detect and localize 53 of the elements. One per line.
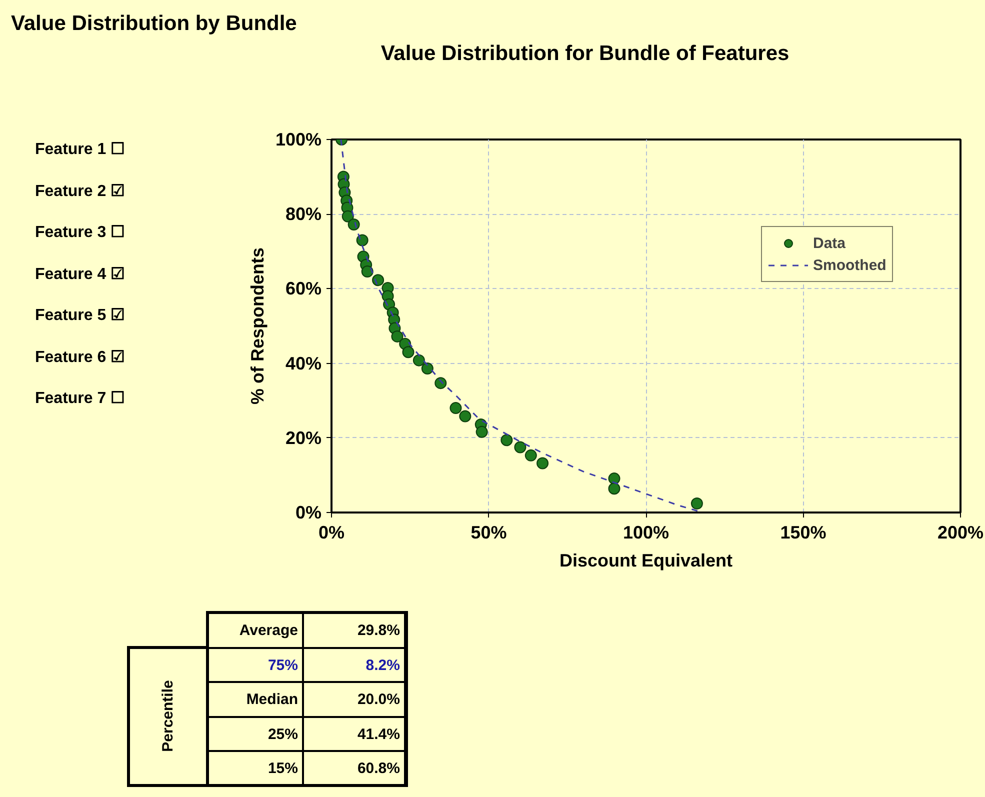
text: Feature 6 ☑ — [35, 348, 125, 368]
point — [690, 498, 703, 510]
x-axis-title: Discount Equivalent — [559, 550, 733, 570]
text: 29.8% — [303, 613, 405, 648]
point — [412, 354, 425, 366]
y-tick-label: 100% — [275, 130, 322, 150]
text: Feature 3 ☐ — [35, 223, 125, 243]
x-tick-label: 150% — [780, 522, 826, 542]
point — [361, 266, 374, 278]
point — [391, 330, 404, 342]
text: 41.4% — [303, 716, 405, 751]
legend-label: Data — [813, 234, 846, 252]
text: Feature 5 ☑ — [35, 306, 125, 326]
y-tick-label: 0% — [295, 502, 322, 522]
x-tick-label: 50% — [470, 522, 507, 542]
text: Feature 1 ☐ — [35, 140, 125, 160]
point — [608, 482, 620, 495]
point — [524, 449, 537, 462]
point — [434, 377, 447, 390]
text: 60.8% — [303, 751, 405, 786]
y-tick-label: 40% — [285, 353, 322, 374]
text: Average — [208, 613, 303, 648]
point — [514, 441, 526, 454]
chart-subtitle: Value Distribution for Bundle of Features — [380, 41, 790, 67]
y-axis-title: % of Respondents — [247, 247, 268, 405]
y-tick-label: 80% — [285, 204, 322, 224]
x-tick-label: 100% — [622, 522, 670, 542]
y-tick-label: 20% — [285, 428, 322, 448]
text: Percentile — [158, 680, 178, 752]
x-tick-label: 0% — [318, 522, 345, 542]
point — [348, 218, 360, 231]
text: Value Distribution by Bundle — [11, 11, 297, 37]
x-tick-label: 200% — [937, 522, 984, 542]
point — [372, 274, 384, 286]
text: 20.0% — [303, 682, 405, 716]
point — [356, 234, 368, 246]
text: Median — [208, 682, 303, 716]
point — [500, 434, 513, 446]
point — [450, 402, 462, 414]
point — [476, 426, 488, 438]
text: Feature 7 ☐ — [35, 389, 125, 409]
text: Feature 2 ☑ — [35, 182, 125, 202]
text: 15% — [208, 751, 303, 786]
text: 25% — [208, 716, 303, 751]
y-tick-label: 60% — [285, 278, 322, 299]
text: Feature 4 ☑ — [35, 264, 125, 284]
text: 75% — [208, 648, 303, 682]
point — [459, 410, 472, 422]
point — [402, 346, 414, 358]
text: 8.2% — [303, 648, 405, 682]
point — [536, 457, 549, 470]
point — [421, 362, 434, 375]
legend-label: Smoothed — [813, 256, 886, 274]
